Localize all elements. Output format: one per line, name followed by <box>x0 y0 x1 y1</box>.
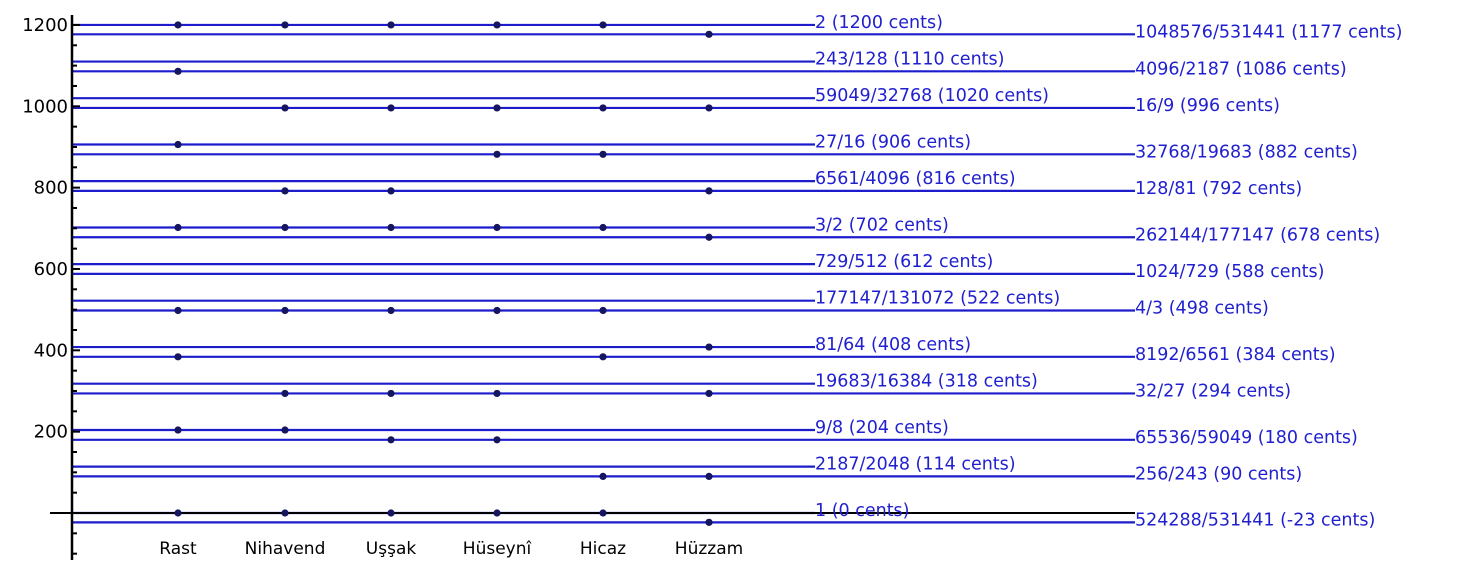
scale-point-nihavend <box>281 104 289 112</box>
reference-label-inner: 19683/16384 (318 cents) <box>815 372 1038 392</box>
scale-point-uşşak <box>387 104 395 112</box>
scale-point-uşşak <box>387 187 395 195</box>
reference-label-outer: 256/243 (90 cents) <box>1135 464 1302 484</box>
scale-point-hüzzam <box>705 30 713 38</box>
scale-point-hicaz <box>599 509 607 517</box>
scale-point-rast <box>174 21 182 29</box>
reference-label-inner: 81/64 (408 cents) <box>815 335 971 355</box>
scale-point-hüzzam <box>705 389 713 398</box>
scale-point-hicaz <box>599 223 607 232</box>
scale-point-hicaz <box>599 306 607 315</box>
scale-point-rast <box>174 426 182 434</box>
reference-label-inner: 3/2 (702 cents) <box>815 215 949 235</box>
scale-point-uşşak <box>387 306 395 315</box>
scale-point-hüzzam <box>705 518 713 526</box>
reference-label-inner: 177147/131072 (522 cents) <box>815 289 1060 309</box>
scale-points <box>174 21 713 526</box>
reference-label-inner: 2187/2048 (114 cents) <box>815 455 1016 475</box>
scale-point-nihavend <box>281 389 289 398</box>
scale-point-hüseynî <box>493 306 501 315</box>
scale-point-rast <box>174 509 182 517</box>
reference-label-outer: 262144/177147 (678 cents) <box>1135 225 1380 245</box>
reference-label-outer: 32768/19683 (882 cents) <box>1135 142 1358 162</box>
x-category-label: Rast <box>159 539 197 559</box>
y-tick-label: 800 <box>34 178 68 199</box>
scale-point-hüseynî <box>493 436 501 444</box>
reference-label-inner: 1 (0 cents) <box>815 501 910 521</box>
scale-point-nihavend <box>281 223 289 232</box>
reference-label-inner: 9/8 (204 cents) <box>815 418 949 438</box>
scale-point-hüzzam <box>705 343 713 351</box>
reference-label-outer: 8192/6561 (384 cents) <box>1135 345 1336 365</box>
reference-label-inner: 2 (1200 cents) <box>815 13 943 33</box>
scale-point-uşşak <box>387 436 395 444</box>
scale-point-nihavend <box>281 509 289 517</box>
scale-point-hüzzam <box>705 233 713 241</box>
x-category-label: Hüzzam <box>675 539 743 559</box>
scale-point-hüzzam <box>705 472 713 480</box>
scale-point-uşşak <box>387 389 395 398</box>
reference-label-outer: 4096/2187 (1086 cents) <box>1135 59 1347 79</box>
scale-point-rast <box>174 140 182 149</box>
reference-labels: 2 (1200 cents) 243/128 (1110 cents) 59049/… <box>815 13 1402 530</box>
scale-point-nihavend <box>281 426 289 434</box>
x-category-label: Uşşak <box>366 539 417 559</box>
x-category-label: Hüseynî <box>463 539 533 559</box>
reference-label-outer: 1048576/531441 (1177 cents) <box>1135 22 1402 42</box>
reference-label-outer: 32/27 (294 cents) <box>1135 381 1291 401</box>
scale-point-hicaz <box>599 353 607 361</box>
reference-label-inner: 243/128 (1110 cents) <box>815 50 1004 70</box>
reference-label-outer: 1024/729 (588 cents) <box>1135 262 1324 282</box>
scale-point-hüseynî <box>493 104 501 112</box>
axes: 200 400 600 800 1000 1200 Rast Nihavend Uşşak Hüs… <box>22 15 1135 560</box>
scale-point-rast <box>174 306 182 315</box>
scale-point-rast <box>174 353 182 361</box>
scale-point-hüseynî <box>493 21 501 29</box>
x-category-label: Hicaz <box>580 539 626 559</box>
y-tick-label: 1000 <box>22 96 68 117</box>
reference-label-inner: 6561/4096 (816 cents) <box>815 169 1016 189</box>
x-category-label: Nihavend <box>245 539 326 559</box>
reference-label-outer: 4/3 (498 cents) <box>1135 298 1269 318</box>
reference-label-outer: 65536/59049 (180 cents) <box>1135 428 1358 448</box>
y-tick-label: 600 <box>34 259 68 280</box>
scale-point-uşşak <box>387 21 395 29</box>
scale-point-nihavend <box>281 187 289 195</box>
y-tick-label: 400 <box>34 340 68 361</box>
reference-label-inner: 27/16 (906 cents) <box>815 133 971 153</box>
reference-label-outer: 128/81 (792 cents) <box>1135 179 1302 199</box>
reference-label-inner: 729/512 (612 cents) <box>815 252 993 272</box>
scale-point-hicaz <box>599 104 607 112</box>
scale-point-hüzzam <box>705 104 713 112</box>
scale-point-hicaz <box>599 472 607 480</box>
reference-label-inner: 59049/32768 (1020 cents) <box>815 86 1049 106</box>
scale-point-hüseynî <box>493 389 501 398</box>
reference-label-outer: 524288/531441 (-23 cents) <box>1135 510 1375 530</box>
scale-point-rast <box>174 223 182 232</box>
scale-point-rast <box>174 67 182 75</box>
scale-point-hicaz <box>599 21 607 29</box>
scale-point-nihavend <box>281 306 289 315</box>
scale-point-hüseynî <box>493 150 501 158</box>
scale-point-uşşak <box>387 223 395 232</box>
scale-point-nihavend <box>281 21 289 29</box>
scale-point-hüseynî <box>493 509 501 517</box>
scale-point-hüseynî <box>493 223 501 232</box>
reference-label-outer: 16/9 (996 cents) <box>1135 96 1280 116</box>
scale-point-uşşak <box>387 509 395 517</box>
scale-point-hüzzam <box>705 187 713 195</box>
y-tick-label: 1200 <box>22 15 68 36</box>
scale-point-hicaz <box>599 150 607 158</box>
y-tick-label: 200 <box>34 422 68 443</box>
